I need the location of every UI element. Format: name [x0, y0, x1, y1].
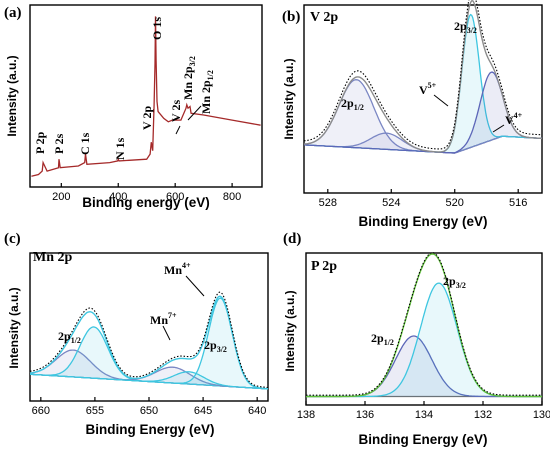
panel-b-label: (b) — [282, 9, 300, 25]
annotation-2p12: 2p1/2 — [58, 329, 81, 345]
panel-c-x-axis-label: Binding Energy (eV) — [85, 422, 214, 437]
annotation-mn4plus: Mn4+ — [164, 261, 191, 277]
panel-d-y-axis-label: Intensity (a.u.) — [283, 290, 297, 371]
annotation-2p12: 2p1/2 — [371, 331, 394, 347]
annotation-c1s: C 1s — [78, 132, 92, 155]
annotation-p2s: P 2s — [52, 133, 66, 154]
x-tick-label: 200 — [52, 191, 70, 203]
x-tick-label: 130 — [533, 409, 550, 421]
annotation-v2s: V 2s — [169, 100, 183, 122]
panel-d: (d) P 2p 138 136 134 132 130 Binding Energy … — [283, 231, 550, 447]
annotation-2p32: 2p3/2 — [443, 274, 466, 290]
annotation-mn2p32: Mn 2p3/2 — [181, 56, 197, 100]
annotation-mn2p12: Mn 2p1/2 — [199, 70, 215, 114]
x-tick-label: 138 — [297, 409, 315, 421]
panel-c-element: Mn 2p — [33, 250, 73, 265]
annotation-pointer — [186, 276, 204, 296]
panel-a-label: (a) — [4, 5, 22, 21]
panel-a: (a) 200 400 600 800 Binding energy (eV) Int… — [4, 5, 262, 210]
x-tick-label: 660 — [32, 405, 50, 417]
panel-b-x-axis-label: Binding Energy (eV) — [358, 214, 487, 229]
panel-b-y-axis-label: Intensity (a.u.) — [282, 58, 296, 139]
annotation-pointer — [176, 126, 180, 134]
x-tick-label: 650 — [140, 405, 158, 417]
x-tick-label: 132 — [474, 409, 492, 421]
x-tick-label: 645 — [194, 405, 212, 417]
panel-d-label: (d) — [283, 231, 301, 247]
x-tick-label: 528 — [319, 197, 337, 209]
panel-b-frame — [304, 5, 542, 193]
annotation-pointer — [163, 326, 170, 340]
x-tick-label: 520 — [446, 197, 464, 209]
annotation-v5plus: V5+ — [419, 81, 437, 97]
annotation-mn7plus: Mn7+ — [150, 311, 177, 327]
panel-c: (c) Mn 2p 660 655 650 645 640 Binding Energy… — [4, 231, 268, 437]
panel-b-element: V 2p — [310, 10, 338, 25]
x-tick-label: 640 — [248, 405, 266, 417]
panel-c-label: (c) — [4, 231, 21, 247]
x-tick-label: 136 — [356, 409, 374, 421]
component-peak-fill — [306, 283, 542, 396]
panel-c-y-axis-label: Intensity (a.u.) — [7, 287, 21, 368]
panel-a-y-axis-label: Intensity (a.u.) — [5, 55, 19, 136]
panel-d-element: P 2p — [311, 259, 337, 274]
x-tick-label: 800 — [223, 191, 241, 203]
x-tick-label: 516 — [509, 197, 527, 209]
x-tick-label: 134 — [415, 409, 433, 421]
x-tick-label: 655 — [86, 405, 104, 417]
panel-b: (b) V 2p 528 524 520 516 Binding Energy (eV… — [282, 0, 542, 229]
panel-a-x-axis-label: Binding energy (eV) — [82, 195, 210, 210]
panel-d-x-axis-label: Binding Energy (eV) — [358, 432, 487, 447]
annotation-pointer — [434, 95, 448, 106]
x-tick-label: 524 — [382, 197, 400, 209]
annotation-n1s: N 1s — [113, 137, 127, 160]
annotation-o1s: O 1s — [150, 17, 164, 40]
annotation-v2p: V 2p — [140, 106, 154, 130]
annotation-p2p: P 2p — [33, 131, 47, 154]
